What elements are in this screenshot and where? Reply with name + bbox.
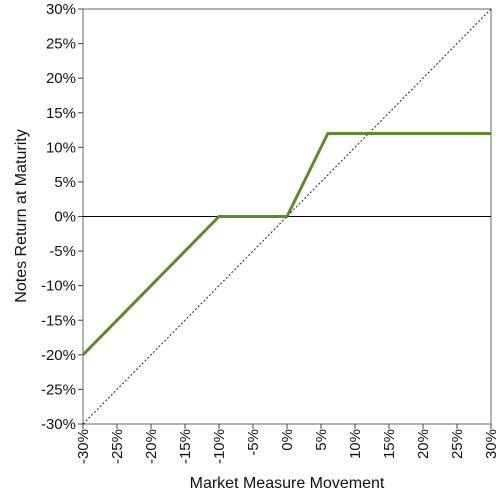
y-tick-label: 5% <box>54 174 76 191</box>
y-tick-label: 15% <box>46 105 76 122</box>
x-tick-label: -20% <box>143 429 160 464</box>
y-tick-label: 10% <box>46 139 76 156</box>
x-tick-label: -15% <box>177 429 194 464</box>
y-tick-label: 25% <box>46 36 76 53</box>
y-axis-title: Notes Return at Maturity <box>13 129 30 302</box>
y-tick-label: -10% <box>41 278 76 295</box>
series-layer <box>81 8 492 425</box>
x-axis-title: Market Measure Movement <box>190 475 385 492</box>
y-tick-label: -15% <box>41 312 76 329</box>
tick-layer <box>78 8 492 429</box>
tick-labels-layer: 30% 25% 20% 15% 10% 5% 0% -5% -10% -15% -20% -25% -3… <box>41 1 500 464</box>
x-tick-label: 5% <box>313 429 330 451</box>
x-tick-label: -10% <box>211 429 228 464</box>
y-tick-label: 0% <box>54 209 76 226</box>
notes-return-line <box>81 132 491 356</box>
x-tick-label: 15% <box>381 429 398 459</box>
y-tick-label: 30% <box>46 1 76 18</box>
x-tick-label: 20% <box>415 429 432 459</box>
y-tick-label: -5% <box>49 243 76 260</box>
x-tick-label: 10% <box>347 429 364 459</box>
y-tick-label: -20% <box>41 347 76 364</box>
x-tick-label: -30% <box>75 429 92 464</box>
x-tick-label: 25% <box>449 429 466 459</box>
x-tick-label: -25% <box>109 429 126 464</box>
x-tick-label: 30% <box>483 429 500 459</box>
diagonal-reference-line <box>82 8 492 425</box>
y-tick-label: -25% <box>41 381 76 398</box>
x-tick-label: 0% <box>279 429 296 451</box>
x-tick-label: -5% <box>245 429 262 456</box>
y-tick-label: 20% <box>46 70 76 87</box>
y-tick-label: -30% <box>41 416 76 433</box>
